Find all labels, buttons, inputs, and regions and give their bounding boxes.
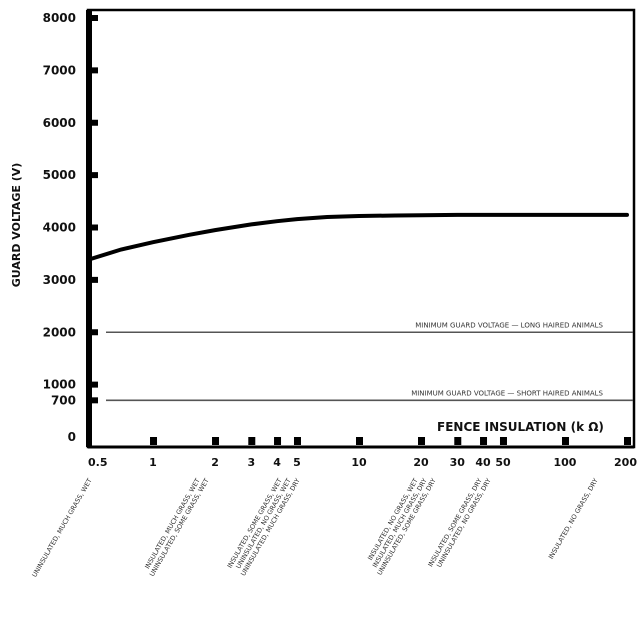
condition-label: INSULATED, MUCH GRASS, DRY xyxy=(371,477,429,569)
x-tick-mark xyxy=(480,437,488,445)
x-tick-label: 30 xyxy=(450,456,466,469)
reference-line-label: MINIMUM GUARD VOLTAGE — LONG HAIRED ANIM… xyxy=(415,321,603,329)
condition-label: UNINSULATED, NO GRASS, DRY xyxy=(435,477,493,569)
x-tick-label: 100 xyxy=(554,456,577,469)
reference-line-label: MINIMUM GUARD VOLTAGE — SHORT HAIRED ANI… xyxy=(411,389,603,397)
condition-label: UNINSULATED, MUCH GRASS, WET xyxy=(30,477,93,579)
x-tick-mark xyxy=(499,437,507,445)
y-tick-mark xyxy=(92,397,98,404)
x-tick-label: 3 xyxy=(247,456,255,469)
y-tick-mark xyxy=(92,329,98,336)
y-tick-label: 3000 xyxy=(43,273,76,287)
y-tick-mark xyxy=(92,172,98,179)
x-tick-label: 200 xyxy=(614,456,637,469)
y-tick-label: 0 xyxy=(68,430,76,444)
y-axis-label: GUARD VOLTAGE (V) xyxy=(10,163,23,288)
x-tick-label: 1 xyxy=(149,456,157,469)
plot-frame xyxy=(86,8,636,449)
condition-label: INSULATED, MUCH GRASS, WET xyxy=(143,477,201,570)
x-tick-label: 4 xyxy=(273,456,281,469)
y-tick-mark xyxy=(92,67,98,74)
y-tick-mark xyxy=(92,276,98,283)
y-tick-label: 8000 xyxy=(43,11,76,25)
x-tick-mark xyxy=(418,437,426,445)
x-axis-label: FENCE INSULATION (k Ω) xyxy=(437,420,604,434)
y-tick-label: 5000 xyxy=(43,168,76,182)
x-tick-label: 50 xyxy=(495,456,511,469)
x-tick-label: 2 xyxy=(211,456,219,469)
y-tick-mark xyxy=(92,381,98,388)
x-tick-mark xyxy=(274,437,282,445)
reference-lines: MINIMUM GUARD VOLTAGE — LONG HAIRED ANIM… xyxy=(106,321,633,402)
x-tick-label: 5 xyxy=(293,456,301,469)
x-tick-mark xyxy=(293,437,301,445)
y-tick-label: 1000 xyxy=(43,378,76,392)
y-tick-label: 7000 xyxy=(43,63,76,77)
y-tick-label: 4000 xyxy=(43,221,76,235)
x-tick-mark xyxy=(212,437,220,445)
x-tick-mark xyxy=(248,437,256,445)
y-tick-label: 6000 xyxy=(43,116,76,130)
condition-label: UNINSULATED, NO GRASS, WET xyxy=(234,477,292,570)
x-tick-mark xyxy=(150,437,158,445)
x-tick-mark xyxy=(454,437,462,445)
condition-label: INSULATED, NO GRASS, DRY xyxy=(547,477,600,561)
x-tick-mark xyxy=(356,437,363,445)
series-line xyxy=(89,212,629,261)
y-tick-mark xyxy=(92,224,98,231)
y-tick-mark xyxy=(92,119,98,126)
x-tick-label: 10 xyxy=(351,456,367,469)
x-tick-mark xyxy=(561,437,569,445)
x-tick-mark xyxy=(624,437,631,445)
x-tick-label: 0.5 xyxy=(88,456,108,469)
condition-labels: UNINSULATED, MUCH GRASS, WET INSULATED, M… xyxy=(30,477,599,579)
x-tick-label: 40 xyxy=(475,456,491,469)
x-tick-label: 20 xyxy=(413,456,429,469)
y-tick-label: 2000 xyxy=(43,325,76,339)
x-ticks: 0.5 1 2 3 4 5 10 20 30 40 50 100 200 xyxy=(88,437,637,469)
condition-label: INSULATED, SOME GRASS, DRY xyxy=(426,477,483,568)
condition-label: UNINSULATED, SOME GRASS, WET xyxy=(148,477,211,578)
y-tick-mark xyxy=(92,15,98,21)
y-tick-label: 700 xyxy=(51,393,76,407)
